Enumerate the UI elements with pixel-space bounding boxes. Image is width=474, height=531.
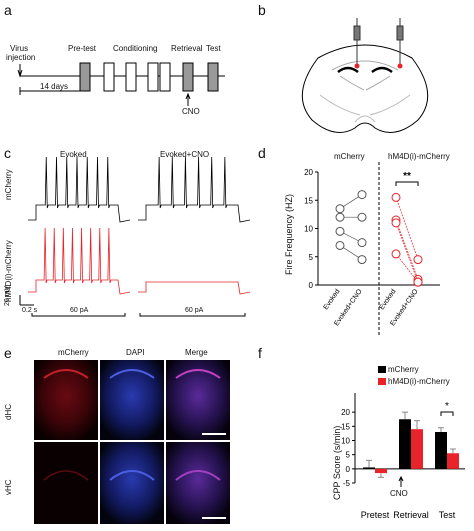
y-tick-label: 10: [304, 225, 313, 234]
evoked-title: Evoked: [60, 150, 87, 159]
panel-letter-f: f: [258, 345, 262, 361]
conditioning-label: Conditioning: [113, 44, 158, 53]
data-point: [335, 226, 345, 236]
trace-mcherry-cno: [138, 156, 251, 223]
trace-hm4di-cno: [138, 281, 251, 295]
sig-marker: **: [403, 171, 411, 182]
trace-hm4di-evoked: [28, 227, 131, 295]
col-label-mcherry: mCherry: [58, 348, 89, 357]
bar: [399, 419, 411, 469]
virus-label: Virus: [10, 44, 29, 53]
panel-letter-e: e: [4, 345, 12, 361]
x-tick-label: Retrieval: [393, 510, 429, 520]
sig-bracket: [395, 181, 419, 186]
y-tick-label: 0: [346, 465, 351, 474]
data-point: [357, 255, 367, 265]
data-point: [391, 249, 401, 259]
pretest-label: Pre-test: [68, 44, 97, 53]
pair-line: [395, 219, 419, 280]
data-point: [391, 192, 401, 202]
data-point: [357, 190, 367, 200]
legend-swatch-hm4di: [378, 378, 386, 385]
data-point: [357, 238, 367, 248]
current-2: 60 pA: [185, 307, 204, 314]
bar: [375, 468, 387, 474]
data-point: [357, 212, 367, 222]
y-tick-label: 20: [304, 168, 313, 177]
sig-marker: *: [445, 401, 449, 412]
data-point: [391, 218, 401, 228]
cno-arrow: [398, 475, 404, 487]
evoked-cno-title: Evoked+CNO: [160, 150, 210, 159]
pair-line: [395, 197, 419, 260]
sig-bracket: [440, 411, 454, 416]
group-label-mcherry: mCherry: [334, 152, 365, 161]
panel-letter-c: c: [4, 145, 11, 161]
y-tick-label: 15: [341, 422, 350, 431]
trace-path: [138, 281, 251, 295]
data-point: [413, 255, 423, 265]
col-label-dapi: DAPI: [126, 348, 145, 357]
scale-s: 0.2 s: [22, 307, 38, 314]
y-tick-label: 5: [309, 253, 314, 262]
panel-letter-a: a: [4, 2, 12, 18]
trace-path: [138, 156, 251, 223]
y-tick-label: 10: [341, 437, 350, 446]
cno-label-a: CNO: [182, 107, 200, 116]
legend-mcherry: mCherry: [388, 365, 419, 374]
y-tick-label: 15: [304, 196, 313, 205]
legend-swatch-mcherry: [378, 366, 386, 373]
panel-letter-d: d: [258, 145, 266, 161]
y-tick-label: -5: [343, 479, 351, 488]
group-label-hm4di: hM4D(i)-mCherry: [388, 152, 450, 161]
y-tick-label: 5: [346, 451, 351, 460]
trace-path: [28, 227, 131, 295]
panel-letter-b: b: [258, 2, 266, 18]
x-tick-label: Test: [439, 510, 456, 520]
y-tick-label: 20: [341, 408, 350, 417]
data-point: [413, 277, 423, 287]
virus-label-2: injection: [6, 53, 36, 62]
data-point: [335, 212, 345, 222]
data-point: [335, 240, 345, 250]
trace-mcherry-evoked: [28, 156, 131, 223]
x-tick-label: Pretest: [361, 510, 390, 520]
legend-hm4di: hM4D(i)-mCherry: [388, 377, 450, 386]
test-label: Test: [206, 44, 221, 53]
col-label-merge: Merge: [185, 348, 208, 357]
bar: [411, 429, 423, 469]
days-label: 14 days: [40, 82, 69, 91]
cno-label-f: CNO: [390, 489, 408, 498]
bar: [447, 453, 459, 469]
bar: [435, 432, 447, 469]
retrieval-label: Retrieval: [171, 44, 203, 53]
current-1: 60 pA: [70, 307, 89, 314]
trace-path: [28, 156, 131, 223]
y-tick-label: 0: [309, 281, 314, 290]
pair-line: [395, 222, 419, 283]
bar: [363, 467, 375, 469]
